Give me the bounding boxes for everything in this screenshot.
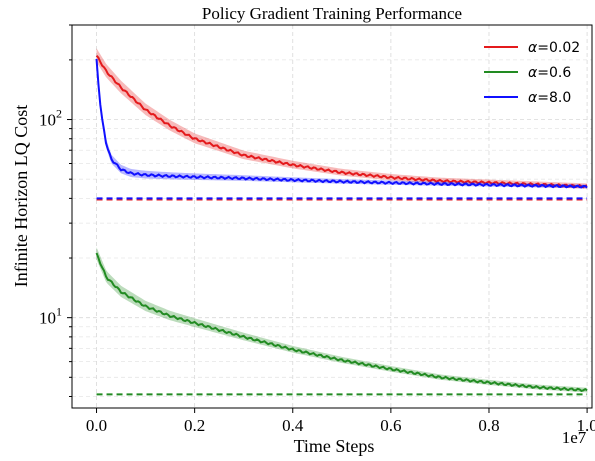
legend-symbol: α: [528, 65, 538, 81]
legend-label: α=0.02: [528, 40, 580, 56]
y-tick-exponent: 1: [56, 305, 62, 319]
plot-frame: [71, 24, 593, 409]
y-tick-label: 102: [39, 107, 62, 130]
legend: α=0.02α=0.6α=8.0: [484, 40, 580, 106]
y-tick-exponent: 2: [56, 107, 62, 121]
x-tick-label: 0.8: [478, 416, 499, 435]
x-tick-label: 0.4: [282, 416, 304, 435]
confidence-band: [96, 247, 588, 393]
y-tick-base: 10: [39, 309, 56, 328]
x-tick-label: 0.0: [86, 416, 107, 435]
x-tick-label: 0.6: [380, 416, 401, 435]
legend-value: =0.6: [537, 65, 571, 81]
series-line: [95, 58, 588, 189]
x-tick-label: 1.0: [576, 416, 595, 435]
legend-symbol: α: [528, 40, 538, 56]
series-1: [95, 48, 588, 201]
legend-value: =0.02: [537, 40, 580, 56]
x-offset-label: 1e7: [562, 428, 587, 447]
x-axis-label: Time Steps: [294, 436, 375, 456]
y-axis-label: Infinite Horizon LQ Cost: [11, 105, 31, 287]
legend-value: =8.0: [537, 90, 571, 106]
series-2: [95, 247, 588, 396]
legend-symbol: α: [528, 90, 538, 106]
chart-title: Policy Gradient Training Performance: [202, 4, 462, 23]
grid: [72, 24, 592, 408]
series-line: [95, 252, 588, 393]
legend-label: α=0.6: [528, 65, 571, 81]
series-3: [95, 54, 588, 200]
series-line: [95, 55, 588, 189]
legend-label: α=8.0: [528, 90, 571, 106]
y-tick-base: 10: [39, 111, 56, 130]
y-tick-label: 101: [39, 305, 62, 328]
confidence-band: [96, 48, 588, 189]
x-tick-label: 0.2: [184, 416, 205, 435]
